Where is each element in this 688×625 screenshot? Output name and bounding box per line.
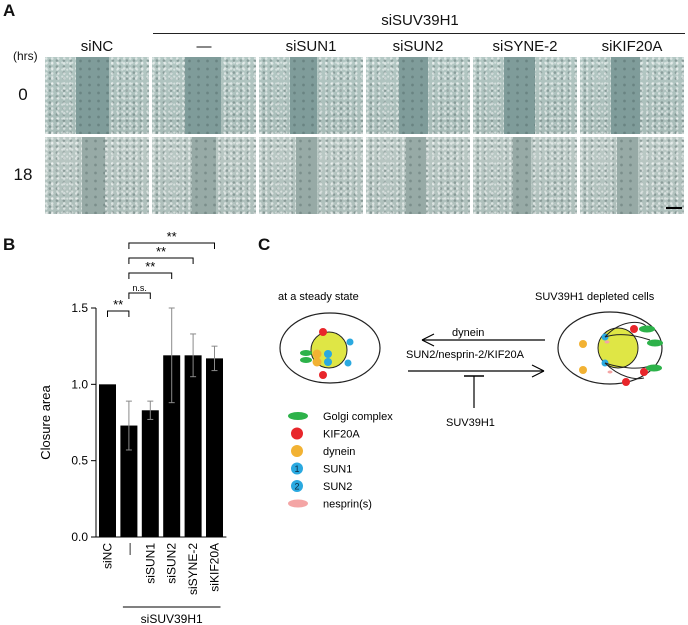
sun-icon bbox=[346, 338, 354, 346]
scale-bar bbox=[666, 207, 682, 209]
kif20a-icon bbox=[630, 325, 638, 333]
legend-number: 1 bbox=[294, 464, 299, 474]
bar bbox=[163, 355, 181, 537]
micrograph-0h bbox=[152, 57, 256, 134]
kif20a-icon bbox=[319, 328, 327, 336]
bar bbox=[120, 425, 138, 537]
legend-swatch-icon bbox=[291, 462, 303, 475]
legend-swatch-icon bbox=[291, 480, 303, 492]
sun-icon bbox=[324, 358, 332, 366]
micrograph-0h bbox=[45, 57, 149, 134]
legend-label: SUN2 bbox=[323, 481, 352, 493]
kif20a-icon bbox=[622, 378, 630, 386]
legend-number: 2 bbox=[294, 482, 299, 492]
sun-icon bbox=[344, 359, 352, 367]
significance-bracket bbox=[128, 272, 173, 279]
significance-bracket bbox=[128, 292, 151, 299]
golgi-icon bbox=[639, 325, 655, 333]
bar bbox=[141, 410, 159, 537]
bar bbox=[206, 358, 223, 537]
x-tick-label: siNC bbox=[101, 543, 115, 569]
micrograph-0h bbox=[259, 57, 363, 134]
y-tick-label: 0.0 bbox=[71, 530, 88, 544]
micrograph-18h bbox=[473, 137, 577, 214]
legend-label: dynein bbox=[323, 446, 355, 458]
group-label-b: siSUV39H1 bbox=[141, 612, 203, 625]
y-axis-label: Closure area bbox=[38, 385, 53, 460]
significance-label: ** bbox=[156, 244, 166, 259]
column-label: siNC bbox=[80, 38, 114, 55]
x-tick-label: siSUN2 bbox=[165, 543, 179, 584]
dynein-icon bbox=[312, 357, 322, 367]
nesprin-icon bbox=[607, 370, 613, 374]
significance-label: ** bbox=[145, 259, 155, 274]
golgi-icon bbox=[646, 364, 662, 372]
arrow-bottom-label: SUN2/nesprin-2/KIF20A bbox=[406, 349, 525, 361]
kif20a-icon bbox=[640, 368, 648, 376]
legend-swatch-icon bbox=[288, 412, 308, 420]
y-tick-label: 1.0 bbox=[71, 377, 88, 391]
column-label: siKIF20A bbox=[601, 38, 663, 55]
row-label-time: 0 bbox=[18, 84, 28, 104]
kif20a-icon bbox=[319, 371, 327, 379]
micrograph-0h bbox=[580, 57, 684, 134]
micrograph-18h bbox=[580, 137, 684, 214]
group-label-a: siSUV39H1 bbox=[381, 12, 459, 29]
cell-steady-state bbox=[279, 312, 381, 384]
legend-label: SUN1 bbox=[323, 464, 352, 476]
significance-bracket bbox=[128, 257, 194, 264]
golgi-icon bbox=[300, 357, 312, 363]
micrograph-0h bbox=[366, 57, 470, 134]
x-tick-label: — bbox=[122, 543, 136, 555]
dynein-icon bbox=[312, 349, 322, 359]
row-label-time: 18 bbox=[13, 164, 33, 184]
y-tick-label: 0.5 bbox=[71, 454, 88, 468]
cell-suv39h1-depleted bbox=[557, 311, 663, 386]
panel-c-letter: C bbox=[258, 235, 271, 254]
nesprin-icon bbox=[604, 340, 610, 344]
micrograph-0h bbox=[473, 57, 577, 134]
depleted-cells-title: SUV39H1 depleted cells bbox=[535, 291, 655, 303]
significance-bracket bbox=[128, 242, 215, 249]
significance-label: ** bbox=[167, 229, 177, 244]
golgi-icon bbox=[300, 350, 312, 356]
dynein-icon bbox=[579, 340, 587, 348]
panel-b-letter: B bbox=[3, 235, 16, 254]
column-label: — bbox=[196, 38, 212, 55]
hrs-label: (hrs) bbox=[13, 49, 38, 63]
legend: Golgi complex KIF20A dynein 1 SUN1 2 SUN2 nespr… bbox=[288, 411, 393, 511]
y-tick-label: 1.5 bbox=[71, 301, 88, 315]
legend-label: nesprin(s) bbox=[323, 499, 372, 511]
sun-icon bbox=[324, 350, 332, 358]
dynein-icon bbox=[579, 366, 587, 374]
arrow-top-label: dynein bbox=[452, 327, 484, 339]
panel-a-letter: A bbox=[3, 1, 16, 20]
column-label: siSUN2 bbox=[392, 38, 444, 55]
significance-bracket bbox=[107, 310, 130, 317]
bar bbox=[99, 384, 116, 537]
micrograph-18h bbox=[45, 137, 149, 214]
significance-label: n.s. bbox=[132, 283, 147, 293]
x-tick-label: siSYNE-2 bbox=[186, 543, 200, 595]
legend-swatch-icon bbox=[291, 427, 303, 440]
inhibitor-label: SUV39H1 bbox=[446, 417, 495, 429]
micrograph-18h bbox=[366, 137, 470, 214]
golgi-icon bbox=[647, 339, 663, 347]
legend-swatch-icon bbox=[288, 499, 308, 508]
legend-label: KIF20A bbox=[323, 429, 360, 441]
column-label: siSUN1 bbox=[285, 38, 337, 55]
model-diagram: at a steady state SUV39H1 depleted cells bbox=[278, 291, 663, 511]
closure-area-chart: 0.0 0.5 1.0 1.5 Closure area siNC — siSUN1 siSUN… bbox=[38, 229, 227, 625]
legend-swatch-icon bbox=[291, 445, 303, 457]
significance-label: ** bbox=[113, 297, 123, 312]
bar bbox=[184, 355, 202, 537]
steady-state-title: at a steady state bbox=[278, 291, 359, 303]
micrograph-18h bbox=[259, 137, 363, 214]
column-label: siSYNE-2 bbox=[492, 38, 558, 55]
legend-label: Golgi complex bbox=[323, 411, 393, 423]
group-bracket-line-a bbox=[153, 33, 685, 34]
micrograph-18h bbox=[152, 137, 256, 214]
x-tick-label: siSUN1 bbox=[143, 543, 157, 584]
x-tick-label: siKIF20A bbox=[208, 543, 222, 592]
